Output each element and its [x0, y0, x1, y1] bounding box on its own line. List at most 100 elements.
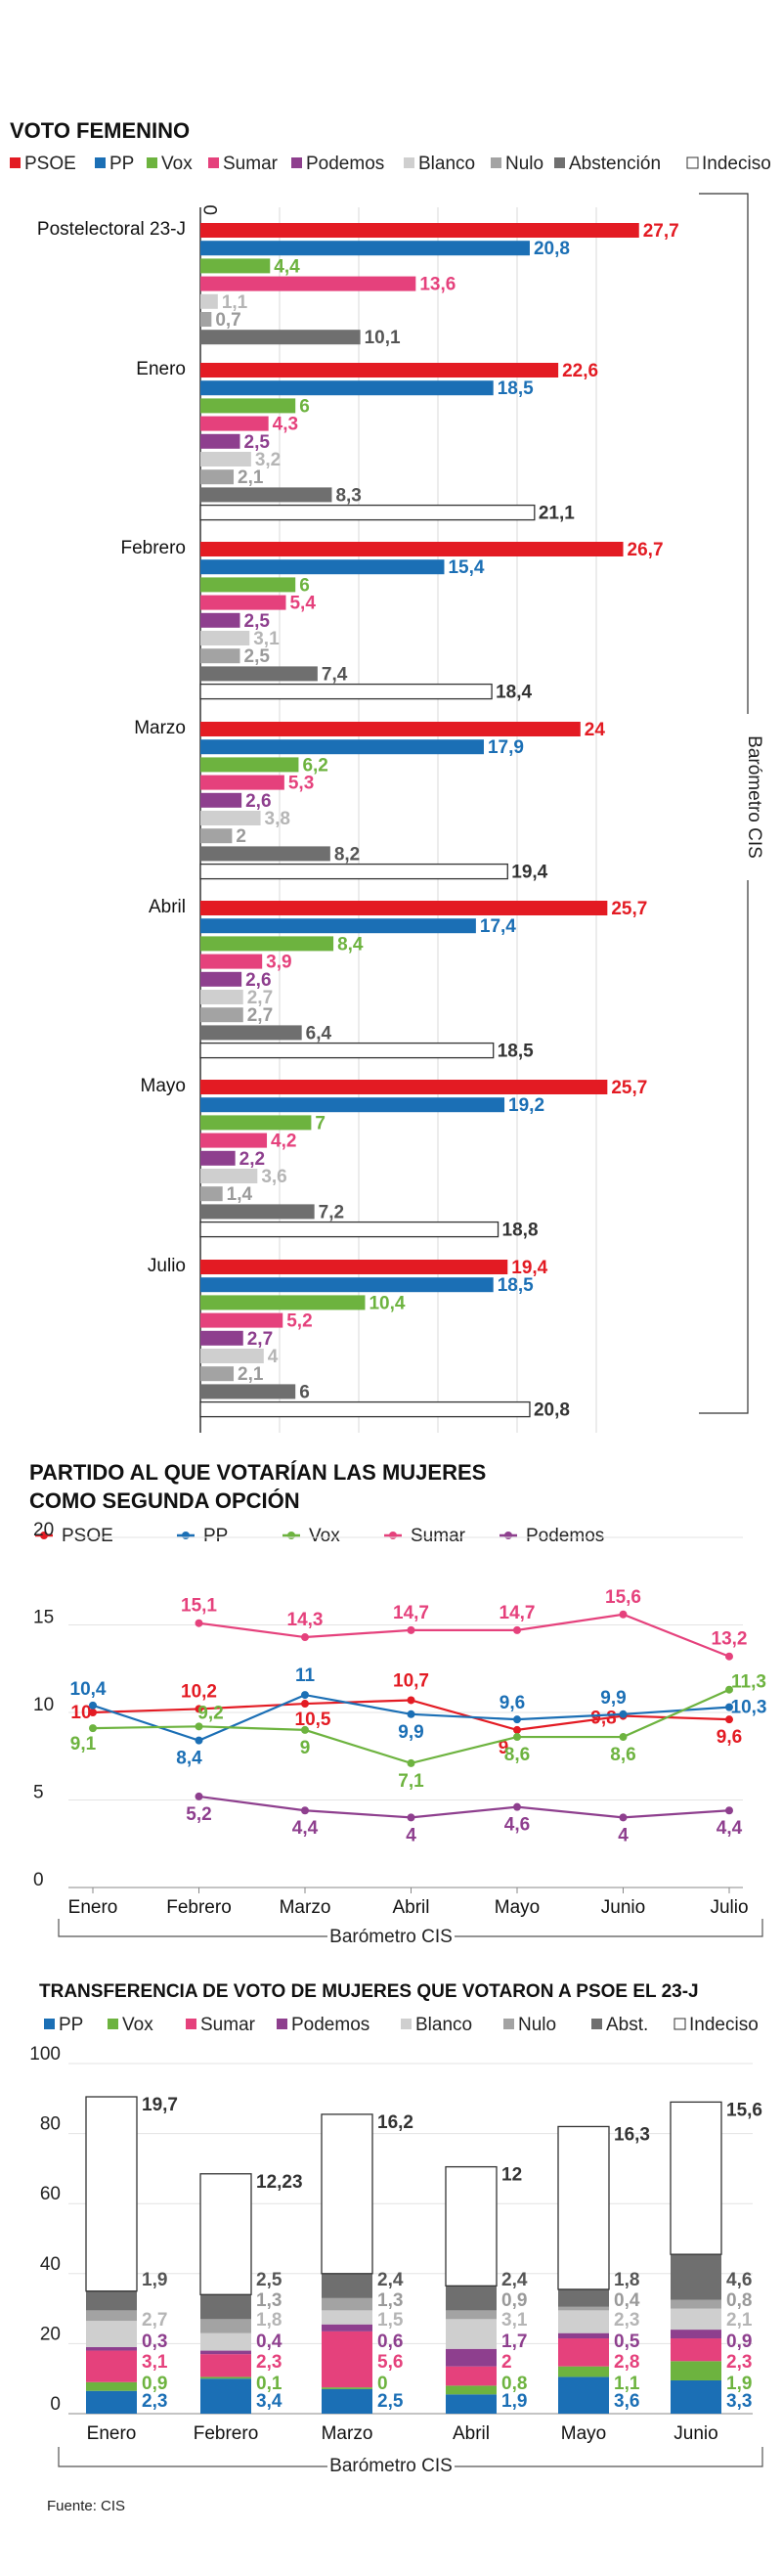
segment-label-indeciso: 19,7 [142, 2095, 178, 2115]
bar-value-label: 3,1 [253, 629, 280, 649]
stack-segment-vox [86, 2381, 137, 2391]
stack-segment-pp [558, 2376, 609, 2414]
legend-label: Indeciso [689, 2015, 759, 2035]
data-point [301, 1725, 309, 1734]
stack-segment-abst [86, 2290, 137, 2311]
bar-value-label: 2,1 [238, 1364, 264, 1385]
bar-pp [200, 739, 484, 755]
legend-swatch-abstencin [554, 157, 565, 168]
legend-label: Podemos [526, 1526, 604, 1546]
stack-segment-indeciso [199, 2173, 252, 2295]
bar-value-label: 3,6 [261, 1167, 286, 1187]
bar-abstencin [200, 1384, 296, 1399]
data-point [195, 1619, 203, 1627]
data-point [301, 1633, 309, 1642]
bar-value-label: 2,6 [245, 970, 271, 991]
stack-segment-sumar [200, 2354, 251, 2377]
bar-blanco [200, 990, 243, 1004]
bar-abstencin [200, 330, 361, 345]
segment-label: 1,3 [377, 2290, 403, 2311]
data-point [407, 1758, 415, 1767]
segment-label: 1,8 [614, 2270, 639, 2290]
x-tick-label: Abril [453, 2423, 490, 2444]
data-label: 9 [499, 1738, 509, 1758]
segment-label: 2,3 [726, 2352, 752, 2373]
data-label: 5,2 [186, 1804, 211, 1825]
bar-indeciso [199, 1221, 500, 1238]
bar-value-label: 4,2 [271, 1132, 296, 1152]
data-point [725, 1715, 733, 1724]
y-tick-label: 60 [40, 2184, 61, 2204]
stack-segment-indeciso [321, 2113, 373, 2275]
segment-label: 2,8 [614, 2352, 639, 2373]
data-point [407, 1625, 415, 1634]
data-point [725, 1652, 733, 1661]
stack-segment-nulo [200, 2319, 251, 2333]
data-label: 13,2 [712, 1629, 748, 1650]
bar-blanco [200, 452, 251, 466]
data-point [301, 1700, 309, 1709]
segment-label-indeciso: 15,6 [726, 2100, 762, 2120]
data-label: 4 [618, 1825, 629, 1845]
stack-segment-nulo [86, 2310, 137, 2322]
bar-value-label: 10,4 [369, 1293, 405, 1313]
bar-pp [200, 1277, 494, 1293]
bar-pp [200, 380, 494, 396]
legend-dot [40, 1532, 48, 1539]
x-tick-label: Mayo [561, 2423, 606, 2444]
x-axis-label: Barómetro CIS [329, 1927, 453, 1947]
bar-value-label: 7,4 [322, 664, 348, 685]
group-label: Abril [149, 897, 186, 917]
segment-label: 0,8 [726, 2290, 752, 2311]
stack-segment-blanco [446, 2319, 497, 2349]
data-point [407, 1696, 415, 1705]
legend-dot [182, 1532, 190, 1539]
bar-psoe [200, 542, 624, 556]
bar-value-label: 6,4 [306, 1023, 332, 1044]
segment-label: 1,9 [726, 2374, 752, 2394]
legend-label: Vox [309, 1526, 340, 1546]
stack-segment-blanco [558, 2310, 609, 2333]
x-tick-label: Abril [392, 1897, 429, 1918]
data-label: 10 [70, 1703, 91, 1723]
segment-label: 2,7 [142, 2310, 167, 2331]
bar-value-label: 19,4 [511, 1258, 547, 1278]
data-label: 14,7 [393, 1603, 429, 1623]
data-label: 4,4 [292, 1818, 319, 1839]
stack-segment-abst [446, 2286, 497, 2311]
bar-blanco [200, 293, 218, 309]
bar-nulo [200, 1366, 235, 1382]
stack-segment-podemos [200, 2350, 251, 2355]
bar-value-label: 1,4 [227, 1184, 253, 1205]
bar-pp [200, 1097, 505, 1113]
segment-label: 5,6 [377, 2352, 403, 2373]
bar-value-label: 19,2 [508, 1095, 544, 1116]
stack-segment-nulo [446, 2310, 497, 2320]
data-label: 14,3 [287, 1610, 324, 1630]
bar-value-label: 18,4 [496, 683, 532, 703]
series-line-sumar [198, 1613, 730, 1658]
bar-indeciso [199, 863, 508, 880]
stack-segment-indeciso [670, 2101, 722, 2255]
stack-segment-sumar [446, 2366, 497, 2386]
bar-indeciso [199, 1042, 495, 1059]
legend-swatch-nulo [491, 157, 501, 168]
segment-label: 0 [377, 2374, 388, 2394]
bar-value-label: 2,2 [239, 1149, 265, 1170]
bar-value-label: 1,1 [222, 292, 248, 313]
bar-value-label: 25,7 [611, 899, 647, 919]
bar-value-label: 2,7 [247, 1329, 273, 1350]
data-label: 4,6 [504, 1815, 530, 1836]
segment-label: 0,4 [256, 2332, 282, 2352]
x-tick-label: Febrero [194, 2423, 259, 2444]
legend-label: Nulo [518, 2015, 556, 2035]
data-label: 9,6 [500, 1693, 525, 1713]
stack-segment-podemos [322, 2324, 372, 2332]
bar-value-label: 2,7 [247, 988, 273, 1008]
bar-vox [200, 258, 271, 274]
data-label: 8,6 [504, 1745, 530, 1765]
segment-label: 3,3 [726, 2391, 752, 2412]
segment-label: 3,1 [501, 2310, 528, 2331]
segment-label: 2,3 [614, 2310, 639, 2331]
bar-indeciso [199, 1400, 531, 1418]
